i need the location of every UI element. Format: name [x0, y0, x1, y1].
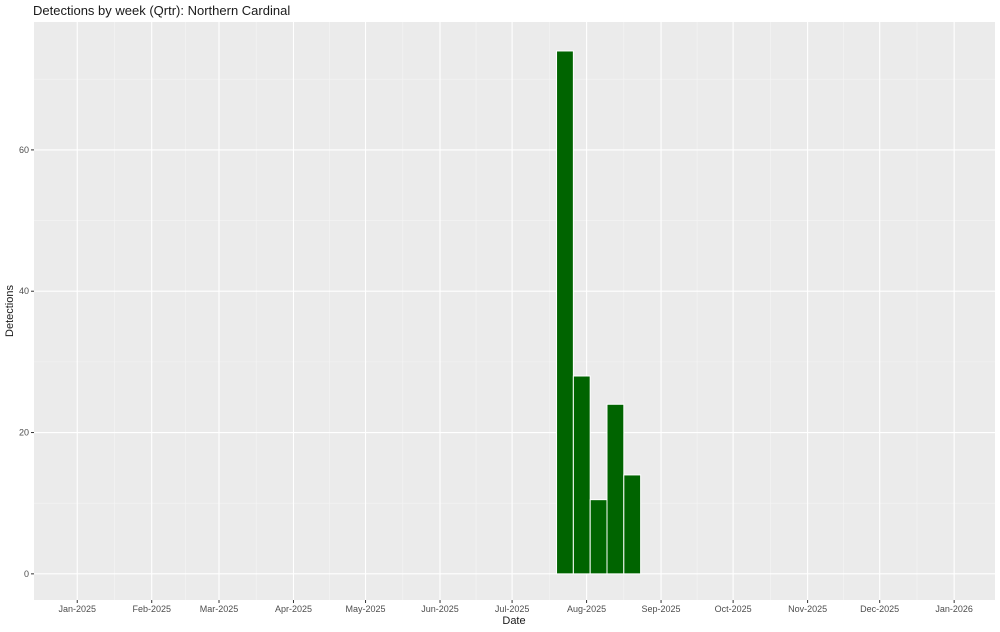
y-tick-label: 60: [19, 145, 29, 155]
x-tick-label: Jan-2026: [935, 604, 973, 614]
bar: [572, 375, 591, 575]
y-tick-label: 40: [19, 286, 29, 296]
x-tick-label: Jul-2025: [495, 604, 530, 614]
x-tick-label: Nov-2025: [788, 604, 827, 614]
x-tick-label: Oct-2025: [715, 604, 752, 614]
y-axis-label: Detections: [4, 285, 16, 337]
bar: [606, 403, 625, 575]
x-tick-label: Jan-2025: [58, 604, 96, 614]
x-axis-label: Date: [502, 615, 525, 627]
x-tick-label: Apr-2025: [275, 604, 312, 614]
chart-title: Detections by week (Qrtr): Northern Card…: [33, 3, 290, 18]
bar: [556, 50, 574, 575]
x-tick-label: Dec-2025: [860, 604, 899, 614]
panel: [34, 22, 995, 600]
y-tick-label: 0: [24, 569, 29, 579]
y-tick-label: 20: [19, 428, 29, 438]
bar: [589, 499, 608, 575]
x-tick-label: May-2025: [346, 604, 386, 614]
x-tick-label: Feb-2025: [132, 604, 171, 614]
x-tick-label: Mar-2025: [200, 604, 239, 614]
x-tick-label: Aug-2025: [567, 604, 606, 614]
x-tick-label: Sep-2025: [642, 604, 681, 614]
x-tick-label: Jun-2025: [421, 604, 459, 614]
bar: [623, 474, 642, 575]
